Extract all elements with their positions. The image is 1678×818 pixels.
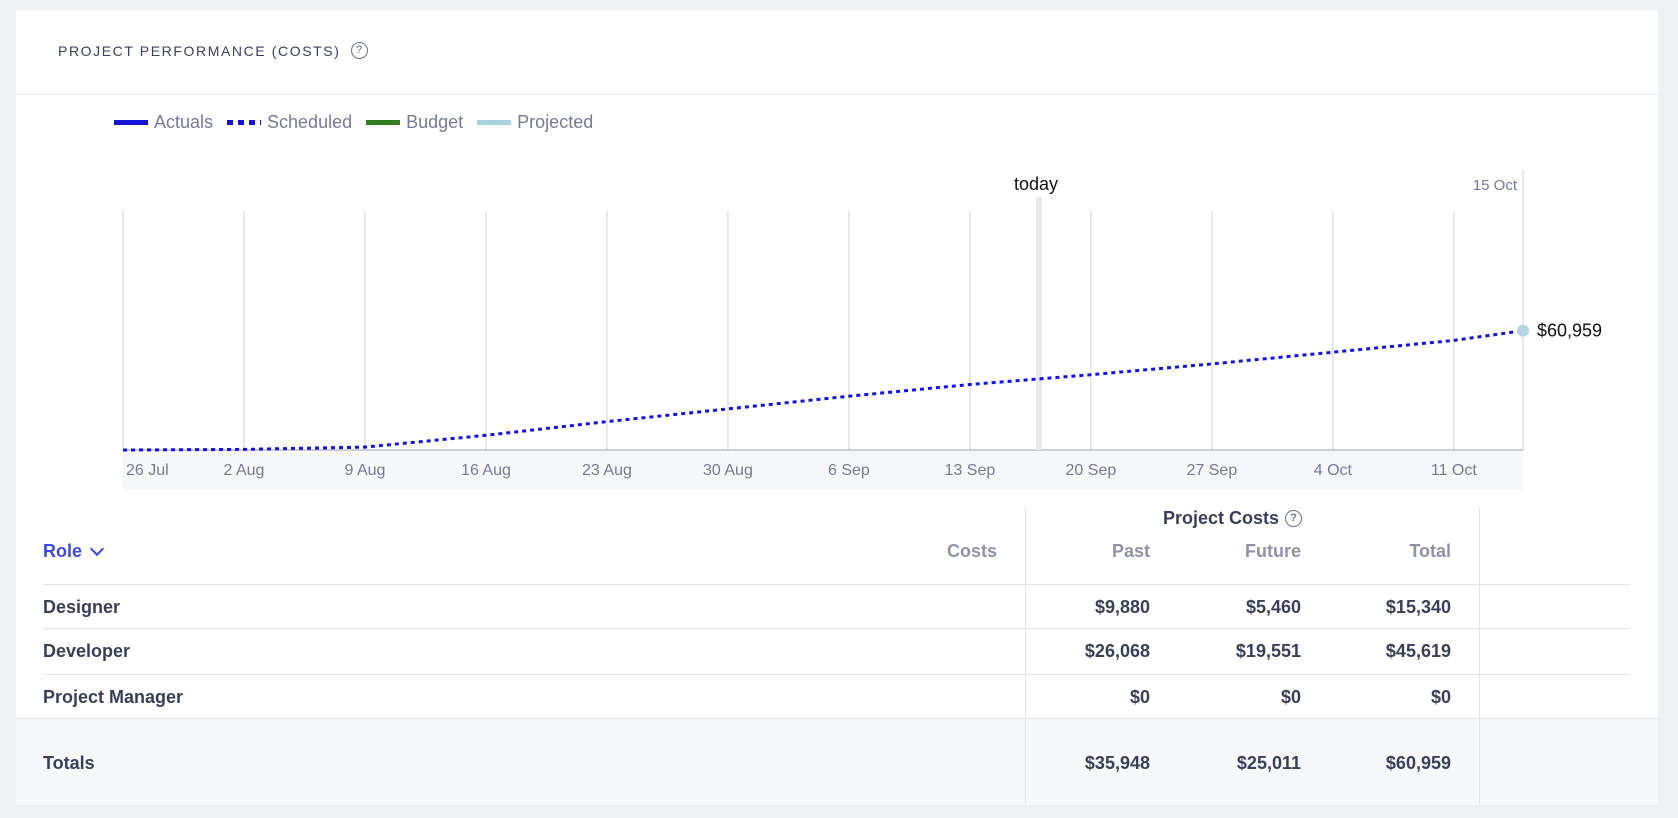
x-tick-label: 2 Aug [224, 462, 265, 479]
totals-past: $35,948 [1084, 753, 1150, 773]
x-tick-label: 4 Oct [1314, 462, 1353, 479]
past-column-header: Past [1111, 541, 1150, 561]
row-divider [43, 674, 1630, 675]
x-tick-label: 6 Sep [828, 462, 870, 479]
row-divider [43, 584, 1630, 585]
future-column-header: Future [1245, 541, 1301, 561]
performance-card: PROJECT PERFORMANCE (COSTS) ? [16, 10, 1658, 804]
today-label: today [1014, 174, 1058, 194]
x-tick-label: 16 Aug [461, 462, 511, 479]
legend-swatch [477, 120, 512, 125]
x-tick-label: 9 Aug [345, 462, 386, 479]
x-tick-label: 23 Aug [582, 462, 632, 479]
project-costs-group-header: Project Costs ? [1163, 508, 1303, 529]
card-header: PROJECT PERFORMANCE (COSTS) ? [16, 10, 1658, 95]
row-future: $0 [1280, 687, 1301, 707]
end-date-label: 15 Oct [1473, 177, 1518, 194]
costs-column-header: Costs [946, 541, 997, 561]
row-role: Project Manager [43, 687, 184, 707]
x-tick-label: 20 Sep [1066, 462, 1117, 479]
legend-item-scheduled[interactable]: Scheduled [227, 112, 352, 133]
group-header-label: Project Costs [1163, 508, 1280, 528]
legend-swatch [227, 120, 262, 125]
x-tick-label: 27 Sep [1187, 462, 1238, 479]
row-role: Designer [43, 597, 121, 617]
row-role: Developer [43, 641, 131, 661]
row-future: $5,460 [1245, 597, 1301, 617]
x-tick-label: 30 Aug [703, 462, 753, 479]
row-past: $0 [1129, 687, 1150, 707]
column-divider [1025, 508, 1026, 804]
end-point [1517, 324, 1529, 337]
legend-item-budget[interactable]: Budget [366, 112, 463, 133]
totals-total: $60,959 [1385, 753, 1451, 773]
row-total: $45,619 [1385, 641, 1451, 661]
role-header-label: Role [43, 541, 83, 561]
row-divider [43, 628, 1630, 629]
totals-row-background [16, 718, 1658, 805]
legend-swatch [366, 120, 401, 125]
x-tick-label: 13 Sep [945, 462, 996, 479]
cost-line-chart: 26 Jul 2 Aug 9 Aug 16 Aug 23 Aug 30 Aug 6 Sep 1… [122, 170, 1603, 490]
card-title: PROJECT PERFORMANCE (COSTS) ? [58, 42, 368, 59]
legend-swatch [114, 120, 148, 125]
x-tick-label: 11 Oct [1431, 462, 1478, 479]
series-line-scheduled [122, 329, 1524, 452]
total-column-header: Total [1409, 541, 1451, 561]
row-total: $0 [1430, 687, 1451, 707]
legend-item-projected[interactable]: Projected [477, 112, 593, 133]
legend-label: Scheduled [267, 112, 353, 132]
x-tick-label: 26 Jul [126, 462, 169, 479]
role-column-header[interactable]: Role [43, 541, 105, 562]
row-past: $9,880 [1094, 597, 1150, 617]
today-marker [1036, 197, 1043, 450]
row-future: $19,551 [1235, 641, 1301, 661]
help-icon[interactable]: ? [1285, 510, 1303, 527]
totals-future: $25,011 [1236, 753, 1301, 773]
card-title-text: PROJECT PERFORMANCE (COSTS) [58, 42, 341, 59]
help-icon[interactable]: ? [350, 42, 368, 59]
legend-label: Budget [406, 112, 464, 132]
chevron-down-icon [89, 541, 105, 556]
row-total: $15,340 [1385, 597, 1451, 617]
row-past: $26,068 [1084, 641, 1150, 661]
end-value-label: $60,959 [1537, 321, 1602, 341]
legend-label: Actuals [154, 112, 214, 132]
chart-legend: Actuals Scheduled Budget Projected [114, 112, 607, 133]
x-axis-band [123, 450, 1523, 490]
legend-label: Projected [517, 112, 594, 132]
column-divider [1479, 508, 1480, 804]
totals-label: Totals [43, 753, 95, 773]
legend-item-actuals[interactable]: Actuals [114, 112, 213, 133]
